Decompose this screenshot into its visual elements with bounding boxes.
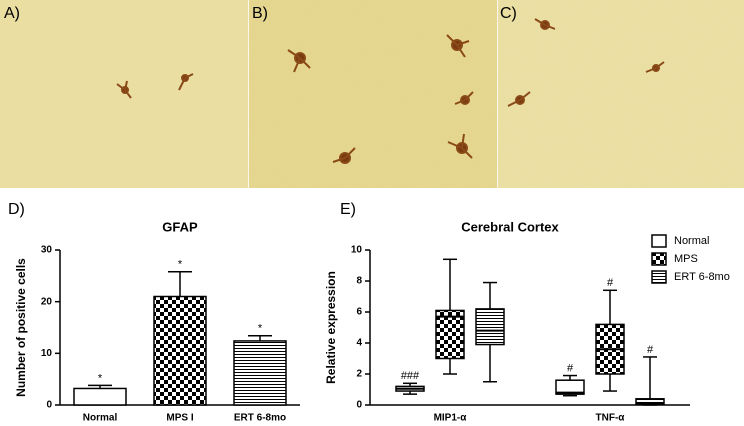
bar (153, 295, 207, 406)
panel-label: E) (340, 201, 356, 218)
y-tick-label: 0 (46, 400, 52, 411)
box (555, 379, 585, 395)
y-tick-label: 2 (356, 369, 362, 380)
panel-label: C) (500, 5, 517, 22)
legend-label: Normal (674, 235, 709, 247)
legend-label: MPS (674, 253, 698, 265)
y-tick-label: 30 (41, 245, 53, 256)
x-tick-label: MPS I (166, 413, 193, 424)
x-tick-label: Normal (83, 413, 118, 424)
y-tick-label: 10 (41, 348, 53, 359)
box (435, 309, 465, 360)
micrographs: A) B) C) (0, 0, 744, 188)
y-tick-label: 8 (356, 276, 362, 287)
chart-title: GFAP (162, 219, 198, 234)
panel-label: B) (252, 5, 268, 22)
y-tick-label: 4 (356, 338, 362, 349)
box (475, 308, 505, 346)
bar (73, 387, 127, 406)
panel-label: D) (8, 201, 25, 218)
significance-mark: * (178, 259, 183, 271)
y-tick-label: 20 (41, 296, 53, 307)
legend-swatch (651, 252, 667, 266)
significance-mark: # (647, 344, 654, 356)
significance-mark: * (258, 323, 263, 335)
y-tick-label: 0 (356, 400, 362, 411)
significance-mark: * (98, 372, 103, 384)
x-tick-label: ERT 6-8mo (234, 413, 286, 424)
y-axis-label: Relative expression (324, 271, 338, 384)
y-tick-label: 10 (351, 245, 363, 256)
y-tick-label: 6 (356, 307, 362, 318)
y-axis-label: Number of positive cells (14, 258, 28, 397)
significance-mark: ### (401, 370, 420, 382)
x-tick-label: MIP1-α (434, 413, 468, 424)
cells (116, 18, 665, 164)
x-tick-label: TNF-α (596, 413, 626, 424)
legend-swatch (651, 234, 667, 248)
significance-mark: # (567, 362, 574, 374)
legend-swatch (651, 270, 667, 284)
panel-label: A) (4, 5, 20, 22)
chart-title: Cerebral Cortex (461, 219, 559, 234)
legend-label: ERT 6-8mo (674, 271, 730, 283)
texture (0, 0, 744, 188)
bar (233, 340, 287, 406)
significance-mark: # (607, 277, 614, 289)
